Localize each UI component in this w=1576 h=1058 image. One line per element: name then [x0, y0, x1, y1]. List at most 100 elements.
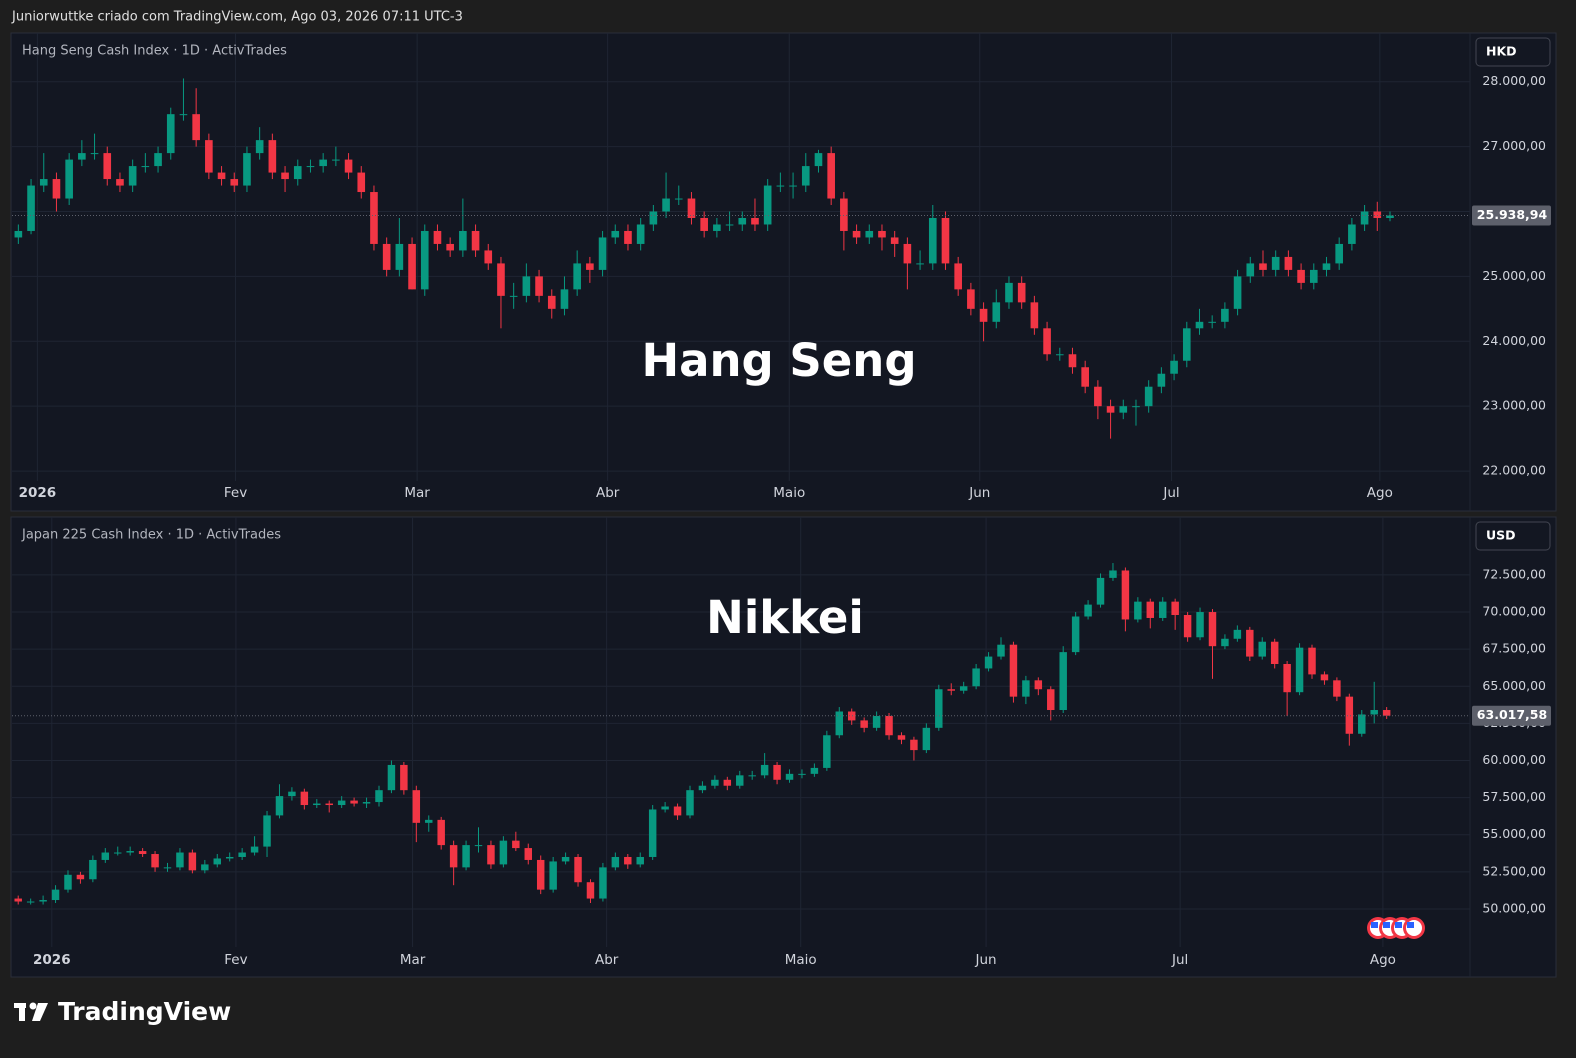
candle-body [954, 263, 962, 290]
candle-body [763, 185, 772, 225]
candle-body [810, 767, 819, 774]
candle-body [449, 845, 458, 868]
candle-body [738, 217, 747, 225]
currency-label: USD [1486, 528, 1516, 543]
candle-body [176, 852, 184, 868]
candle-body [1322, 263, 1331, 270]
y-tick-label: 24.000,00 [1482, 333, 1546, 348]
x-tick-label: 2026 [33, 952, 71, 968]
candle-body [1283, 663, 1291, 693]
event-flag-canton [1371, 922, 1378, 928]
candle-body [76, 874, 85, 880]
candle-body [400, 764, 408, 791]
candle-body [928, 217, 937, 264]
candle-body [217, 172, 226, 180]
candle-body [151, 854, 159, 868]
candle-body [636, 856, 644, 865]
candle-body [992, 302, 1001, 322]
y-tick-label: 22.000,00 [1482, 463, 1546, 478]
candle-body [101, 852, 110, 860]
candle-body [827, 153, 835, 199]
candle-body [1295, 647, 1304, 693]
y-tick-label: 67.500,00 [1482, 641, 1546, 656]
candle-body [636, 224, 645, 244]
candle-body [375, 790, 383, 803]
candle-body [586, 263, 594, 270]
candle-body [462, 845, 470, 868]
event-flag-canton [1383, 922, 1390, 928]
candle-body [789, 185, 797, 187]
candle-body [1009, 644, 1018, 697]
candle-body [903, 243, 912, 264]
candle-body [39, 900, 47, 902]
candle-body [586, 882, 595, 899]
candle-body [300, 791, 309, 806]
candle-body [736, 775, 744, 786]
x-tick-label: Jul [1162, 485, 1179, 501]
candle-body [941, 217, 950, 264]
candle-body [536, 859, 545, 890]
panel-background [10, 516, 1557, 978]
candle-body [1106, 406, 1115, 413]
candle-body [138, 851, 147, 855]
candle-body [522, 276, 531, 296]
chart-panel: 22.000,0023.000,0024.000,0025.000,0026.0… [10, 32, 1557, 512]
candle-body [425, 819, 433, 823]
candle-body [382, 243, 391, 270]
candle-body [561, 856, 570, 862]
y-tick-label: 25.000,00 [1482, 268, 1546, 283]
candle-body [1121, 570, 1130, 620]
panel-background [10, 32, 1557, 512]
candle-body [420, 230, 429, 290]
candle-body [916, 263, 924, 265]
chart-panel: 50.000,00 52.500,00 55.000,00 57.500,00 60.0… [10, 516, 1557, 978]
candle-body [1258, 641, 1266, 657]
candle-body [497, 263, 505, 296]
candle-body [225, 856, 234, 859]
logo-shape [29, 1002, 37, 1010]
candle-body [1096, 577, 1105, 605]
x-tick-label: Jun [968, 485, 990, 501]
candle-body [1068, 354, 1077, 368]
candle-body [1309, 269, 1318, 283]
candle-body [433, 230, 442, 244]
candle-body [230, 179, 239, 186]
candle-body [910, 739, 918, 751]
candle-body [776, 185, 785, 187]
candle-body [1345, 696, 1354, 734]
candle-body [1170, 360, 1178, 374]
candle-body [1233, 629, 1242, 639]
candle-body [344, 159, 353, 173]
candle-body [275, 796, 284, 816]
candle-body [624, 230, 632, 244]
candle-body [524, 848, 533, 860]
candle-body [852, 230, 861, 238]
candle-body [14, 230, 23, 238]
candle-body [332, 159, 340, 161]
candle-body [860, 720, 868, 728]
overlay-label: Hang Seng [641, 334, 916, 387]
x-tick-label: Jul [1171, 952, 1188, 968]
candle-body [484, 250, 493, 264]
candle-body [293, 166, 302, 180]
candle-body [362, 802, 371, 804]
candle-body [1034, 680, 1043, 690]
candle-body [1017, 282, 1026, 303]
candle-body [163, 867, 172, 869]
x-tick-label: Maio [785, 952, 817, 968]
candle-body [1370, 710, 1378, 715]
candle-body [997, 644, 1005, 657]
candle-body [751, 217, 759, 225]
y-tick-label: 72.500,00 [1482, 566, 1546, 581]
candle-body [890, 237, 899, 244]
candle-body [408, 243, 416, 290]
candle-body [64, 874, 72, 890]
candle-body [967, 289, 975, 309]
candle-body [947, 689, 955, 691]
candle-body [760, 764, 769, 776]
candle-body [1270, 641, 1279, 664]
candle-body [154, 153, 162, 167]
candle-body [1146, 601, 1155, 618]
x-tick-label: Abr [596, 485, 620, 501]
